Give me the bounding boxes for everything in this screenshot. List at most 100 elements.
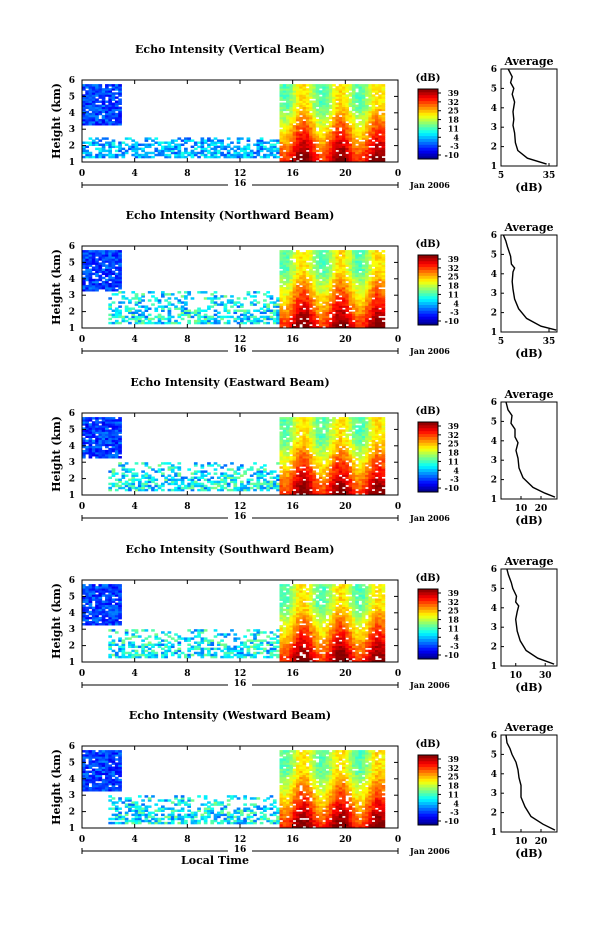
heatmap-cell (266, 291, 271, 294)
heatmap-cell (315, 297, 320, 300)
heatmap-cell (358, 272, 363, 276)
heatmap-cell (114, 114, 119, 118)
heatmap-cell (315, 135, 320, 138)
heatmap-cell (88, 114, 93, 118)
heatmap-cell (315, 94, 320, 97)
heatmap-cell (374, 293, 379, 296)
heatmap-cells (82, 84, 386, 163)
heatmap-cell (309, 118, 313, 122)
heatmap-cell (348, 112, 353, 116)
heatmap-cell (95, 264, 99, 267)
heatmap-cell (332, 315, 336, 319)
heatmap-cell (207, 486, 211, 490)
heatmap-cell (295, 480, 300, 484)
heatmap-cell (154, 488, 159, 492)
heatmap-cell (141, 153, 145, 157)
heatmap-cell (345, 125, 350, 128)
heatmap-cell (342, 305, 346, 308)
heatmap-cell (137, 484, 142, 488)
heatmap-cell (302, 260, 307, 263)
heatmap-cell (98, 106, 103, 110)
heatmap-cell (305, 315, 310, 319)
heatmap-cell (338, 100, 343, 103)
heatmap-cell (351, 289, 356, 292)
heatmap-cell (348, 439, 353, 443)
heatmap-cell (282, 104, 287, 108)
heatmap-cell (305, 311, 310, 315)
heatmap-cell (216, 484, 221, 488)
heatmap-cell (200, 149, 205, 153)
heatmap-cell (131, 482, 136, 486)
heatmap-cell (361, 100, 366, 103)
heatmap-cell (210, 297, 215, 300)
heatmap-cell (279, 147, 284, 151)
heatmap-cell (312, 266, 317, 269)
heatmap-cell (131, 472, 136, 475)
heatmap-cell (223, 303, 228, 306)
heatmap-cell (342, 323, 346, 327)
heatmap-cell (164, 478, 168, 482)
heatmap-cell (315, 429, 320, 432)
heatmap-cell (348, 100, 353, 103)
heatmap-cell (144, 488, 149, 492)
heatmap-cell (282, 462, 287, 465)
heatmap-cell (295, 476, 300, 479)
heatmap-cell (111, 423, 116, 426)
heatmap-cell (98, 256, 103, 259)
heatmap-cell (328, 441, 333, 445)
heatmap-cell (312, 307, 317, 310)
heatmap-cell (305, 147, 310, 151)
heatmap-cell (157, 153, 162, 157)
heatmap-cell (131, 315, 136, 319)
heatmap-cell (263, 317, 267, 321)
heatmap-cell (312, 299, 317, 302)
heatmap-cell (368, 121, 373, 124)
heatmap-cell (272, 313, 277, 317)
heatmap-cell (319, 456, 323, 459)
heatmap-cell (137, 482, 142, 486)
heatmap-cell (325, 280, 330, 284)
heatmap-cell (91, 431, 96, 434)
heatmap-cell (289, 252, 294, 255)
heatmap-cell (253, 295, 257, 298)
heatmap-cell (91, 143, 96, 146)
heatmap-cell (85, 258, 89, 261)
heatmap-cell (210, 143, 215, 146)
heatmap-cell (220, 301, 224, 304)
heatmap-cell (322, 486, 326, 490)
heatmap-cell (328, 133, 333, 136)
heatmap-cell (279, 421, 284, 424)
heatmap-cell (243, 486, 247, 490)
heatmap-cell (144, 472, 149, 475)
heatmap-cell (282, 139, 287, 142)
heatmap-cell (289, 118, 294, 122)
heatmap-cell (302, 297, 307, 300)
heatmap-cell (190, 139, 195, 142)
heatmap-cell (355, 429, 359, 432)
heatmap-cell (332, 102, 336, 105)
heatmap-cell (95, 427, 99, 430)
heatmap-cell (82, 419, 86, 422)
heatmap-cell (332, 319, 336, 323)
heatmap-cell (286, 460, 290, 463)
heatmap-cell (361, 272, 366, 276)
heatmap-cell (315, 155, 320, 159)
heatmap-cell (332, 123, 336, 126)
heatmap-cell (295, 484, 300, 488)
heatmap-cell (193, 484, 198, 488)
heatmap-cell (118, 274, 122, 278)
heatmap-cell (286, 254, 290, 257)
heatmap-cell (111, 86, 116, 89)
heatmap-cell (335, 311, 340, 315)
heatmap-cell (295, 254, 300, 257)
heatmap-cell (361, 88, 366, 91)
heatmap-cell (315, 490, 320, 494)
colorbar-swatch (418, 147, 438, 151)
heatmap-cell (279, 250, 284, 253)
heatmap-cell (101, 437, 106, 441)
heatmap-cell (322, 317, 326, 321)
heatmap-cell (256, 139, 261, 142)
heatmap-cell (295, 417, 300, 420)
heatmap-cell (246, 293, 251, 296)
heatmap-cell (381, 278, 386, 282)
